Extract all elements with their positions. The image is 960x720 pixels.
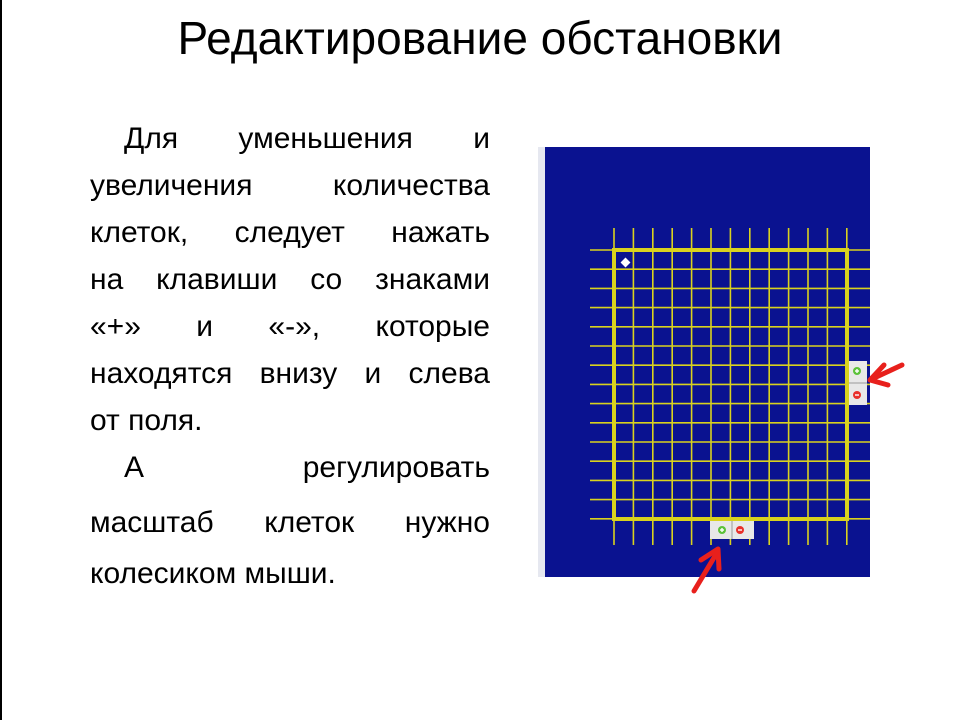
add-row-button[interactable] — [718, 526, 726, 534]
text-line: колесиком мыши. — [90, 557, 336, 590]
red-arrow-icon — [867, 362, 905, 388]
plus-sign-vertical — [856, 369, 858, 373]
remove-row-button[interactable] — [736, 526, 744, 534]
text-line: от поля. — [90, 404, 203, 437]
paragraph-1: Для уменьшения и увеличения количества к… — [90, 115, 490, 444]
arrow-head-right — [867, 362, 891, 388]
paragraph-2: А регулировать масштаб клеток нужно коле… — [90, 444, 490, 597]
arrow-shaft-right — [869, 362, 905, 382]
text-line: увеличения количества — [90, 169, 490, 202]
slide-left-border — [0, 0, 2, 720]
right-size-controls — [849, 361, 867, 405]
red-arrow-icon — [691, 546, 722, 594]
add-column-button[interactable] — [853, 367, 861, 375]
text-line: масштаб клеток нужно — [90, 506, 490, 539]
arrow-shaft-bottom — [691, 548, 721, 594]
text-line: «+» и «-», которые — [90, 310, 490, 343]
slide-text: Для уменьшения и увеличения количества к… — [90, 115, 490, 597]
text-line: клеток, следует нажать — [90, 216, 490, 249]
bottom-size-controls — [710, 521, 754, 539]
field-border — [612, 248, 849, 521]
field-panel-edge — [538, 147, 545, 577]
remove-column-button[interactable] — [853, 391, 861, 399]
minus-sign — [738, 529, 742, 531]
field-background — [545, 147, 870, 577]
minus-sign — [855, 394, 859, 396]
diamond-icon — [620, 257, 631, 268]
slide-title: Редактирование обстановки — [177, 12, 783, 64]
plus-sign-vertical — [721, 528, 723, 532]
text-line: Для уменьшения и — [124, 122, 490, 155]
text-line: находятся внизу и слева — [90, 357, 490, 390]
text-line: на клавиши со знаками — [90, 263, 490, 296]
text-line: А регулировать — [124, 451, 490, 484]
arrow-head-bottom — [698, 546, 722, 572]
